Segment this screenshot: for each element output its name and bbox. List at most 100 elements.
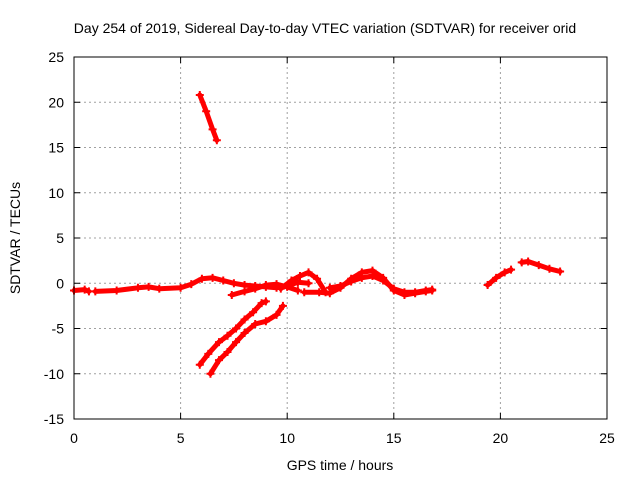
data-point (300, 288, 309, 297)
data-point (214, 356, 223, 365)
data-point (336, 281, 345, 290)
data-point (261, 281, 270, 290)
data-point (223, 348, 232, 357)
x-tick-labels: 0 5 10 15 20 25 (70, 430, 615, 446)
x-axis-label: GPS time / hours (287, 457, 394, 473)
chart-title: Day 254 of 2019, Sidereal Day-to-day VTE… (74, 20, 576, 36)
x-tick-label: 25 (599, 430, 615, 446)
x-tick-label: 10 (279, 430, 295, 446)
data-point (80, 285, 89, 294)
data-point (214, 338, 223, 347)
data-point (357, 273, 366, 282)
data-point (304, 268, 313, 277)
data-point (483, 281, 492, 290)
data-point (304, 279, 313, 288)
data-point (133, 283, 142, 292)
data-point (249, 308, 258, 317)
data-point (507, 265, 516, 274)
series-arc-6 (325, 272, 437, 297)
data-point (500, 268, 509, 277)
data-point (257, 299, 266, 308)
data-point (202, 107, 211, 116)
series-arc-8 (517, 257, 565, 276)
data-point (347, 277, 356, 286)
data-point (261, 297, 270, 306)
series-arc-10 (195, 297, 270, 369)
y-tick-label: -10 (44, 366, 64, 382)
data-point (556, 267, 565, 276)
data-point (197, 274, 206, 283)
data-point (492, 273, 501, 282)
data-point (212, 136, 221, 145)
y-tick-label: 25 (48, 49, 64, 65)
data-point (411, 288, 420, 297)
y-tick-labels: -15 -10 -5 0 5 10 15 20 25 (44, 49, 64, 427)
y-tick-label: -15 (44, 411, 64, 427)
y-tick-label: 20 (48, 94, 64, 110)
data-point (232, 324, 241, 333)
data-point (155, 284, 164, 293)
series-arc-9 (195, 91, 221, 145)
x-tick-label: 5 (177, 430, 185, 446)
data-point (144, 282, 153, 291)
series-arc-7 (483, 265, 516, 290)
data-point (278, 301, 287, 310)
data-point (261, 317, 270, 326)
data-point (293, 286, 302, 295)
data-point (240, 315, 249, 324)
data-point (251, 319, 260, 328)
axis-ticks (73, 56, 608, 420)
series-line (327, 273, 435, 295)
data-point (368, 272, 377, 281)
data-point (325, 283, 334, 292)
data-point (176, 283, 185, 292)
y-tick-label: 15 (48, 140, 64, 156)
data-point (227, 291, 236, 300)
data-point (204, 349, 213, 358)
data-point (232, 338, 241, 347)
data-point (379, 276, 388, 285)
y-tick-label: 5 (56, 230, 64, 246)
data-point (313, 274, 322, 283)
y-tick-label: -5 (52, 321, 65, 337)
data-point (272, 310, 281, 319)
data-point (240, 329, 249, 338)
data-point (545, 264, 554, 273)
x-tick-label: 20 (493, 430, 509, 446)
data-point (240, 287, 249, 296)
data-point (315, 288, 324, 297)
series-group (70, 91, 565, 378)
data-point (219, 276, 228, 285)
series-line (485, 267, 514, 288)
x-tick-label: 15 (386, 430, 402, 446)
y-axis-label: SDTVAR / TECUs (7, 182, 23, 294)
data-point (187, 280, 196, 289)
data-point (229, 279, 238, 288)
x-tick-label: 0 (70, 430, 78, 446)
data-point (428, 285, 437, 294)
data-point (223, 331, 232, 340)
data-point (287, 276, 296, 285)
series-line (197, 298, 269, 368)
data-point (295, 272, 304, 281)
data-point (206, 369, 215, 378)
data-point (208, 125, 217, 134)
data-point (112, 286, 121, 295)
data-point (400, 288, 409, 297)
data-point (272, 280, 281, 289)
series-line (278, 269, 329, 295)
data-point (534, 261, 543, 270)
data-point (524, 257, 533, 266)
y-tick-label: 10 (48, 185, 64, 201)
data-point (276, 284, 285, 293)
data-point (195, 91, 204, 100)
data-point (389, 284, 398, 293)
data-point (91, 287, 100, 296)
series-arc-11 (206, 301, 287, 378)
data-point (195, 360, 204, 369)
y-tick-label: 0 (56, 275, 64, 291)
series-line (197, 92, 220, 143)
data-point (208, 273, 217, 282)
data-point (251, 284, 260, 293)
